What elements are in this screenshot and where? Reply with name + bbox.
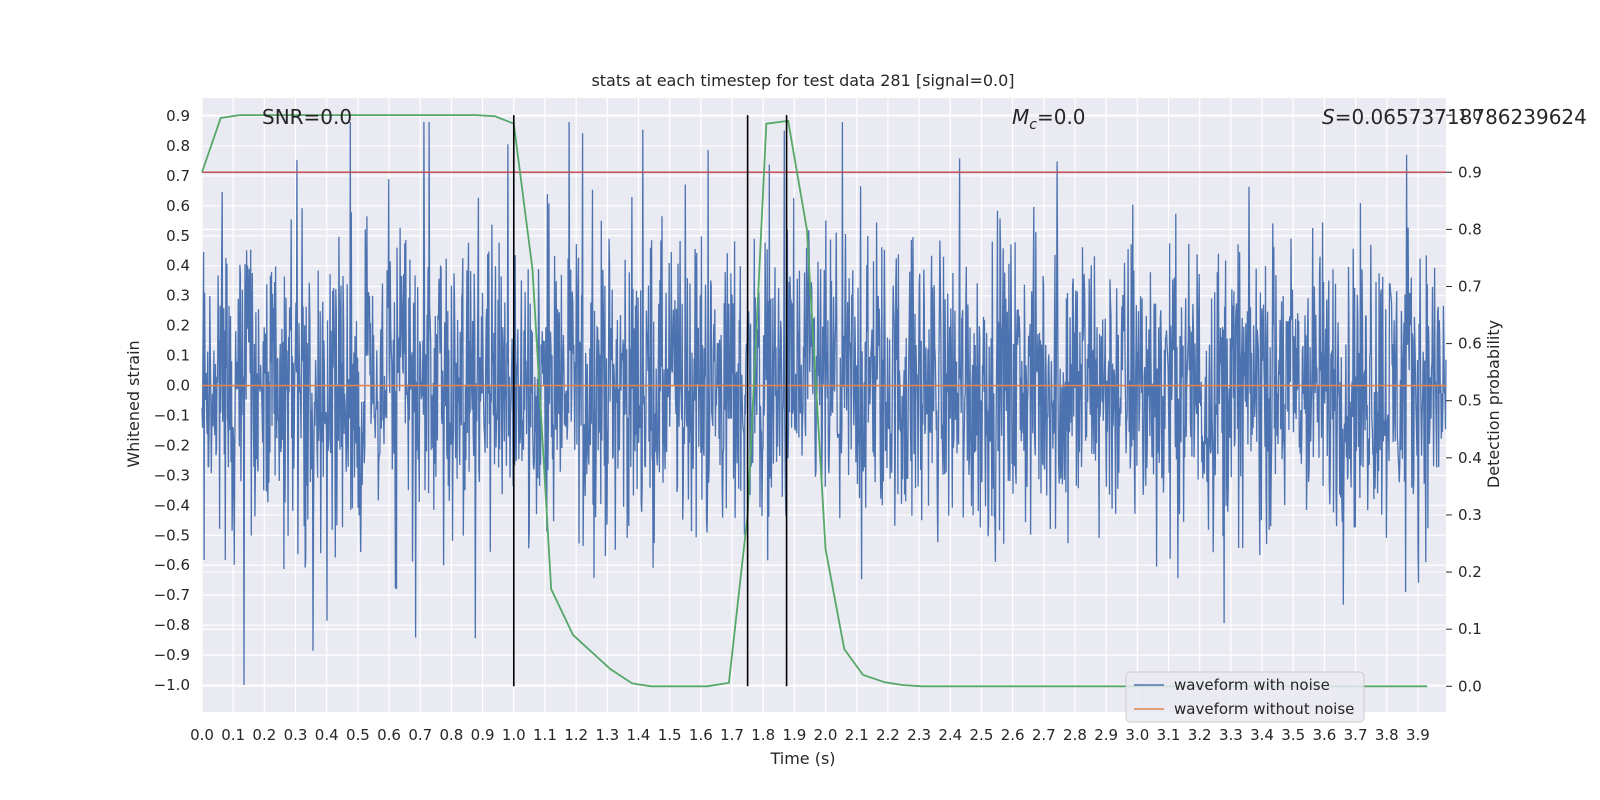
x-tick-label: 1.6 <box>689 726 713 744</box>
y-tick-label: −0.3 <box>154 466 190 484</box>
x-tick-label: 3.8 <box>1375 726 1399 744</box>
x-tick-label: 0.0 <box>190 726 214 744</box>
y2-tick-label: 0.6 <box>1458 335 1482 353</box>
x-tick-label: 3.0 <box>1125 726 1149 744</box>
y-tick-label: −0.1 <box>154 406 190 424</box>
s-value: =0.06573718786239624 <box>1335 105 1587 129</box>
x-tick-label: 0.2 <box>252 726 276 744</box>
y-tick-label: 0.3 <box>166 287 190 305</box>
x-tick-label: 3.6 <box>1312 726 1336 744</box>
x-tick-label: 2.1 <box>845 726 869 744</box>
x-tick-label: 2.3 <box>907 726 931 744</box>
x-tick-label: 1.7 <box>720 726 744 744</box>
y-tick-label: −0.9 <box>154 646 190 664</box>
s-annotation: S=0.06573718786239624 <box>1322 105 1587 129</box>
x-tick-label: 3.5 <box>1281 726 1305 744</box>
x-tick-label: 3.9 <box>1406 726 1430 744</box>
x-tick-label: 0.7 <box>408 726 432 744</box>
y-tick-label: 0.5 <box>166 227 190 245</box>
x-tick-label: 1.3 <box>595 726 619 744</box>
y-tick-label: −0.7 <box>154 586 190 604</box>
y-tick-label: 0.9 <box>166 107 190 125</box>
legend-label-clean: waveform without noise <box>1174 700 1354 718</box>
x-tick-label: 2.8 <box>1063 726 1087 744</box>
y2-tick-label: 0.3 <box>1458 506 1482 524</box>
y2-tick-label: 0.7 <box>1458 277 1482 295</box>
legend-label-noise: waveform with noise <box>1174 676 1330 694</box>
x-tick-label: 2.0 <box>814 726 838 744</box>
x-tick-label: 1.1 <box>533 726 557 744</box>
y-tick-label: −0.2 <box>154 436 190 454</box>
y-tick-label: −0.4 <box>154 496 190 514</box>
y2-tick-label: 1.0 <box>1458 106 1482 124</box>
legend: waveform with noise waveform without noi… <box>1125 671 1365 723</box>
x-tick-label: 1.9 <box>782 726 806 744</box>
x-tick-label: 1.0 <box>502 726 526 744</box>
y2-tick-label: 0.9 <box>1458 163 1482 181</box>
mc-subscript: c <box>1029 117 1037 133</box>
x-tick-label: 3.3 <box>1219 726 1243 744</box>
x-tick-label: 3.7 <box>1344 726 1368 744</box>
x-tick-label: 2.4 <box>938 726 962 744</box>
chart-title: stats at each timestep for test data 281… <box>591 71 1014 90</box>
x-tick-label: 0.1 <box>221 726 245 744</box>
x-tick-label: 1.8 <box>751 726 775 744</box>
x-tick-label: 1.5 <box>658 726 682 744</box>
legend-box <box>1125 671 1365 723</box>
x-tick-label: 2.2 <box>876 726 900 744</box>
x-tick-label: 2.7 <box>1032 726 1056 744</box>
y-tick-label: −0.6 <box>154 556 190 574</box>
y-axis-ticks: 0.9 0.8 0.7 0.6 0.5 0.4 0.3 0.2 0.1 0.0 −0.1 −0.2 −0… <box>154 107 190 694</box>
vertical-markers <box>512 115 788 687</box>
y-tick-label: −0.8 <box>154 616 190 634</box>
x-tick-label: 0.4 <box>315 726 339 744</box>
x-tick-label: 0.9 <box>471 726 495 744</box>
y-tick-label: −1.0 <box>154 676 190 694</box>
x-tick-label: 3.4 <box>1250 726 1274 744</box>
y-tick-label: 0.7 <box>166 167 190 185</box>
y2-tick-label: 0.0 <box>1458 677 1482 695</box>
x-tick-label: 0.3 <box>284 726 308 744</box>
y-tick-label: −0.5 <box>154 526 190 544</box>
series-detection-probability <box>201 114 1428 688</box>
y-tick-label: 0.4 <box>166 257 190 275</box>
y-tick-label: 0.0 <box>166 377 190 395</box>
y2-tick-label: 0.1 <box>1458 620 1482 638</box>
chirp-mass-annotation: Mc=0.0 <box>1012 105 1086 133</box>
s-symbol: S <box>1322 105 1335 129</box>
x-tick-label: 2.5 <box>970 726 994 744</box>
noise-trace <box>201 121 1447 686</box>
x-tick-label: 2.6 <box>1001 726 1025 744</box>
y2-tick-label: 0.2 <box>1458 563 1482 581</box>
x-tick-label: 0.5 <box>346 726 370 744</box>
snr-annotation: SNR=0.0 <box>262 105 352 129</box>
y-tick-label: 0.6 <box>166 197 190 215</box>
x-tick-label: 1.2 <box>564 726 588 744</box>
y2-tick-label: 0.5 <box>1458 392 1482 410</box>
mc-value: =0.0 <box>1037 105 1086 129</box>
y2-tick-label: 0.8 <box>1458 220 1482 238</box>
y2-tick-label: 0.4 <box>1458 449 1482 467</box>
y-tick-label: 0.1 <box>166 347 190 365</box>
y2-axis-label: Detection probability <box>1484 320 1503 488</box>
x-tick-label: 3.2 <box>1188 726 1212 744</box>
mc-symbol: M <box>1012 105 1029 129</box>
y-tick-label: 0.2 <box>166 317 190 335</box>
y2-axis-ticks: 1.0 0.9 0.8 0.7 0.6 0.5 0.4 0.3 0.2 0.1 0.0 <box>1446 106 1482 695</box>
x-tick-label: 1.4 <box>627 726 651 744</box>
probability-trace <box>201 114 1428 688</box>
x-tick-label: 2.9 <box>1094 726 1118 744</box>
y-axis-label: Whitened strain <box>124 340 143 467</box>
x-tick-label: 3.1 <box>1157 726 1181 744</box>
y-tick-label: 0.8 <box>166 137 190 155</box>
x-tick-label: 0.8 <box>439 726 463 744</box>
x-axis-label: Time (s) <box>769 749 835 768</box>
x-axis-ticks: 0.0 0.1 0.2 0.3 0.4 0.5 0.6 0.7 0.8 0.9 1.0 1.1 1.2 1… <box>190 726 1430 744</box>
x-tick-label: 0.6 <box>377 726 401 744</box>
series-waveform-with-noise <box>201 121 1447 686</box>
